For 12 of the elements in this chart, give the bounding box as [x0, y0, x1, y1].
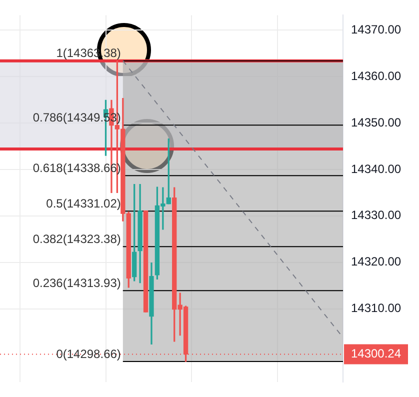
ref-line-label: 0.382(14323.38): [32, 232, 121, 246]
y-tick-label: 14310.00: [351, 301, 402, 316]
ref-line-label: 0.236(14313.93): [32, 276, 121, 290]
y-tick-label: 14340.00: [351, 162, 402, 176]
y-tick-label: 14330.00: [351, 208, 402, 222]
ref-line-label: 0(14298.66): [56, 346, 121, 361]
ref-line-label: 14300.24: [350, 346, 402, 361]
y-tick-label: 14370.00: [351, 22, 402, 36]
y-tick-label: 14320.00: [351, 254, 402, 269]
y-tick-label: 14350.00: [351, 115, 402, 130]
y-tick-label: 14360.00: [351, 68, 402, 83]
ref-line-label: 0.5(14331.02): [46, 196, 121, 210]
